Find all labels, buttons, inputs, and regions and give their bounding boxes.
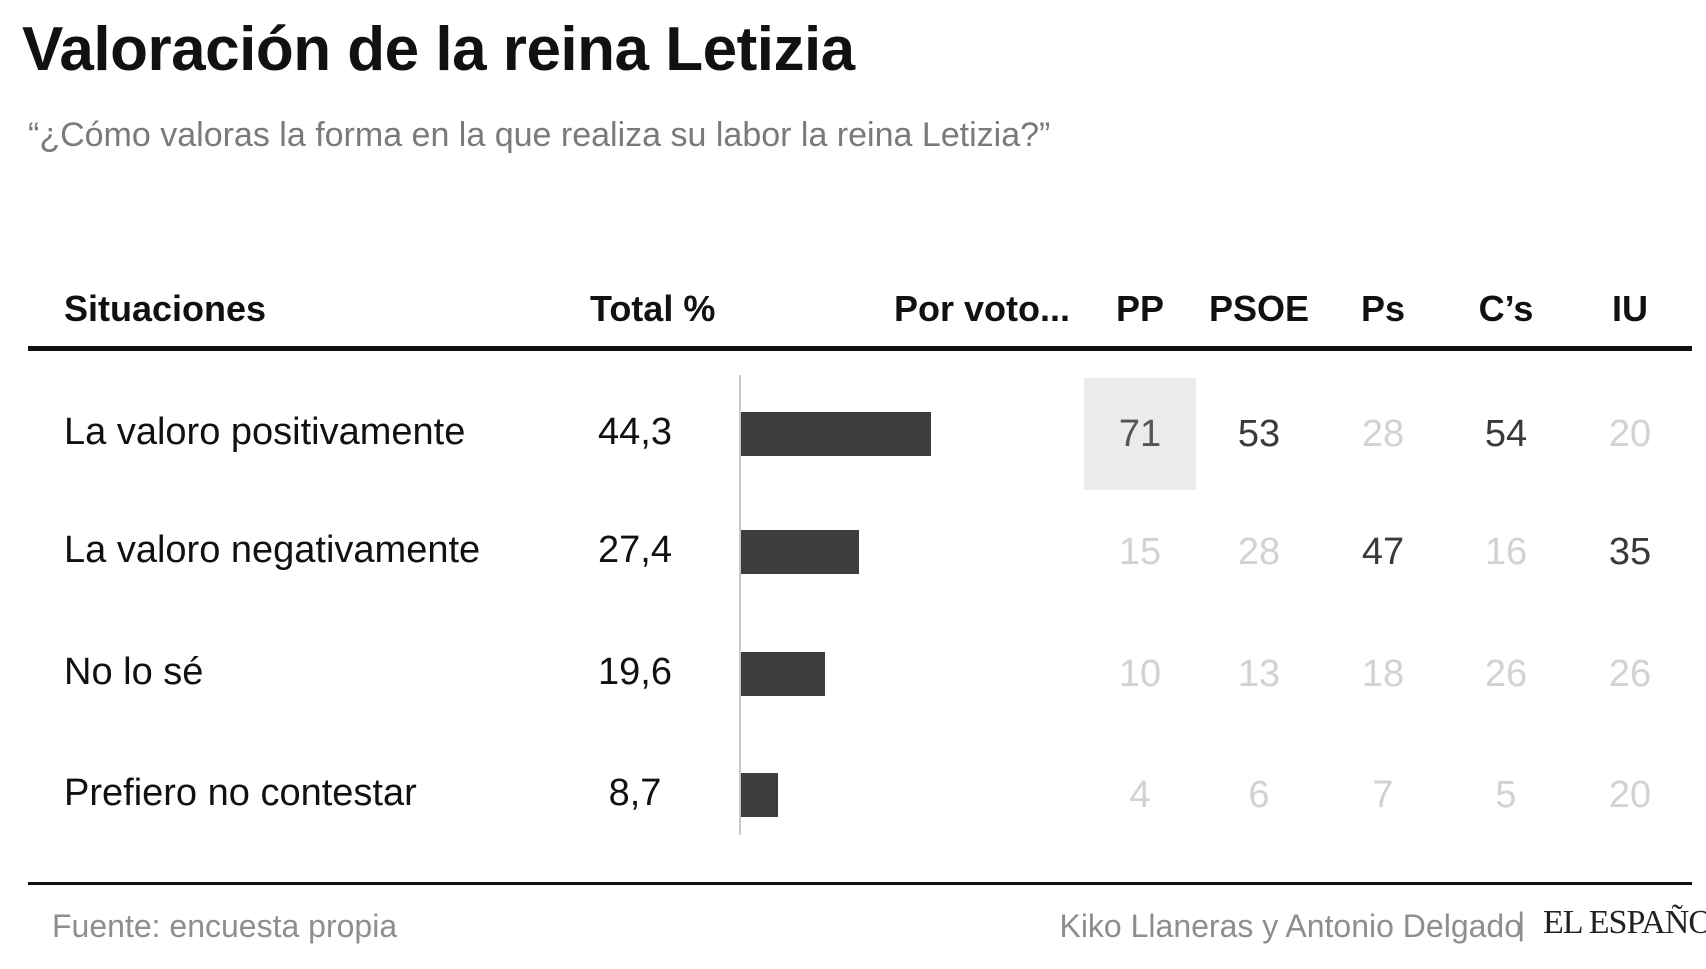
- row-total-value: 8,7: [608, 772, 662, 814]
- row-label: No lo sé: [64, 651, 204, 693]
- party-value-cell: 26: [1484, 653, 1528, 695]
- party-header: PSOE: [1208, 288, 1310, 329]
- party-value-cell: 7: [1372, 774, 1394, 816]
- header-rule: [28, 346, 1692, 351]
- party-value-cell: 16: [1484, 531, 1528, 573]
- party-value-cell: 10: [1118, 653, 1162, 695]
- party-value-cell: 13: [1237, 653, 1281, 695]
- row-total-value: 19,6: [598, 651, 672, 693]
- party-value-cell: 6: [1248, 774, 1270, 816]
- party-value-cell: 35: [1608, 531, 1652, 573]
- party-value-cell: 4: [1129, 774, 1151, 816]
- total-bar: [741, 773, 778, 817]
- footer-rule: [28, 882, 1692, 885]
- party-value-cell: 18: [1361, 653, 1405, 695]
- party-value-cell: 20: [1608, 413, 1652, 455]
- row-total-value: 27,4: [598, 529, 672, 571]
- total-bar: [741, 412, 931, 456]
- party-value-cell: 28: [1361, 413, 1405, 455]
- header-por-voto: Por voto...: [894, 288, 1071, 329]
- party-header: Ps: [1360, 288, 1406, 329]
- el-espanol-logo: EL ESPAÑOL: [1543, 904, 1706, 941]
- row-label: La valoro positivamente: [64, 411, 466, 453]
- row-label: La valoro negativamente: [64, 529, 481, 571]
- footer-separator: |: [1517, 906, 1526, 942]
- party-value-cell: 53: [1237, 413, 1281, 455]
- row-total-value: 44,3: [598, 411, 672, 453]
- authors-credit: Kiko Llaneras y Antonio Delgado: [1059, 908, 1522, 944]
- header-total: Total %: [590, 288, 716, 329]
- party-value-cell: 54: [1484, 413, 1528, 455]
- chart-subtitle: “¿Cómo valoras la forma en la que realiz…: [28, 116, 1051, 154]
- source-note: Fuente: encuesta propia: [52, 908, 398, 944]
- party-value-cell: 26: [1608, 653, 1652, 695]
- party-value-cell: 20: [1608, 774, 1652, 816]
- row-label: Prefiero no contestar: [64, 772, 417, 814]
- header-situaciones: Situaciones: [64, 288, 267, 329]
- party-header: PP: [1115, 288, 1165, 329]
- party-value-cell: 71: [1084, 378, 1196, 490]
- bar-axis-line: [739, 375, 741, 835]
- party-value-cell: 15: [1118, 531, 1162, 573]
- total-bar: [741, 530, 859, 574]
- party-header: IU: [1612, 288, 1648, 329]
- party-header: C’s: [1478, 288, 1534, 329]
- party-value-cell: 28: [1237, 531, 1281, 573]
- total-bar: [741, 652, 825, 696]
- party-value-cell: 5: [1495, 774, 1517, 816]
- chart-title: Valoración de la reina Letizia: [22, 15, 855, 84]
- party-value-cell: 47: [1361, 531, 1405, 573]
